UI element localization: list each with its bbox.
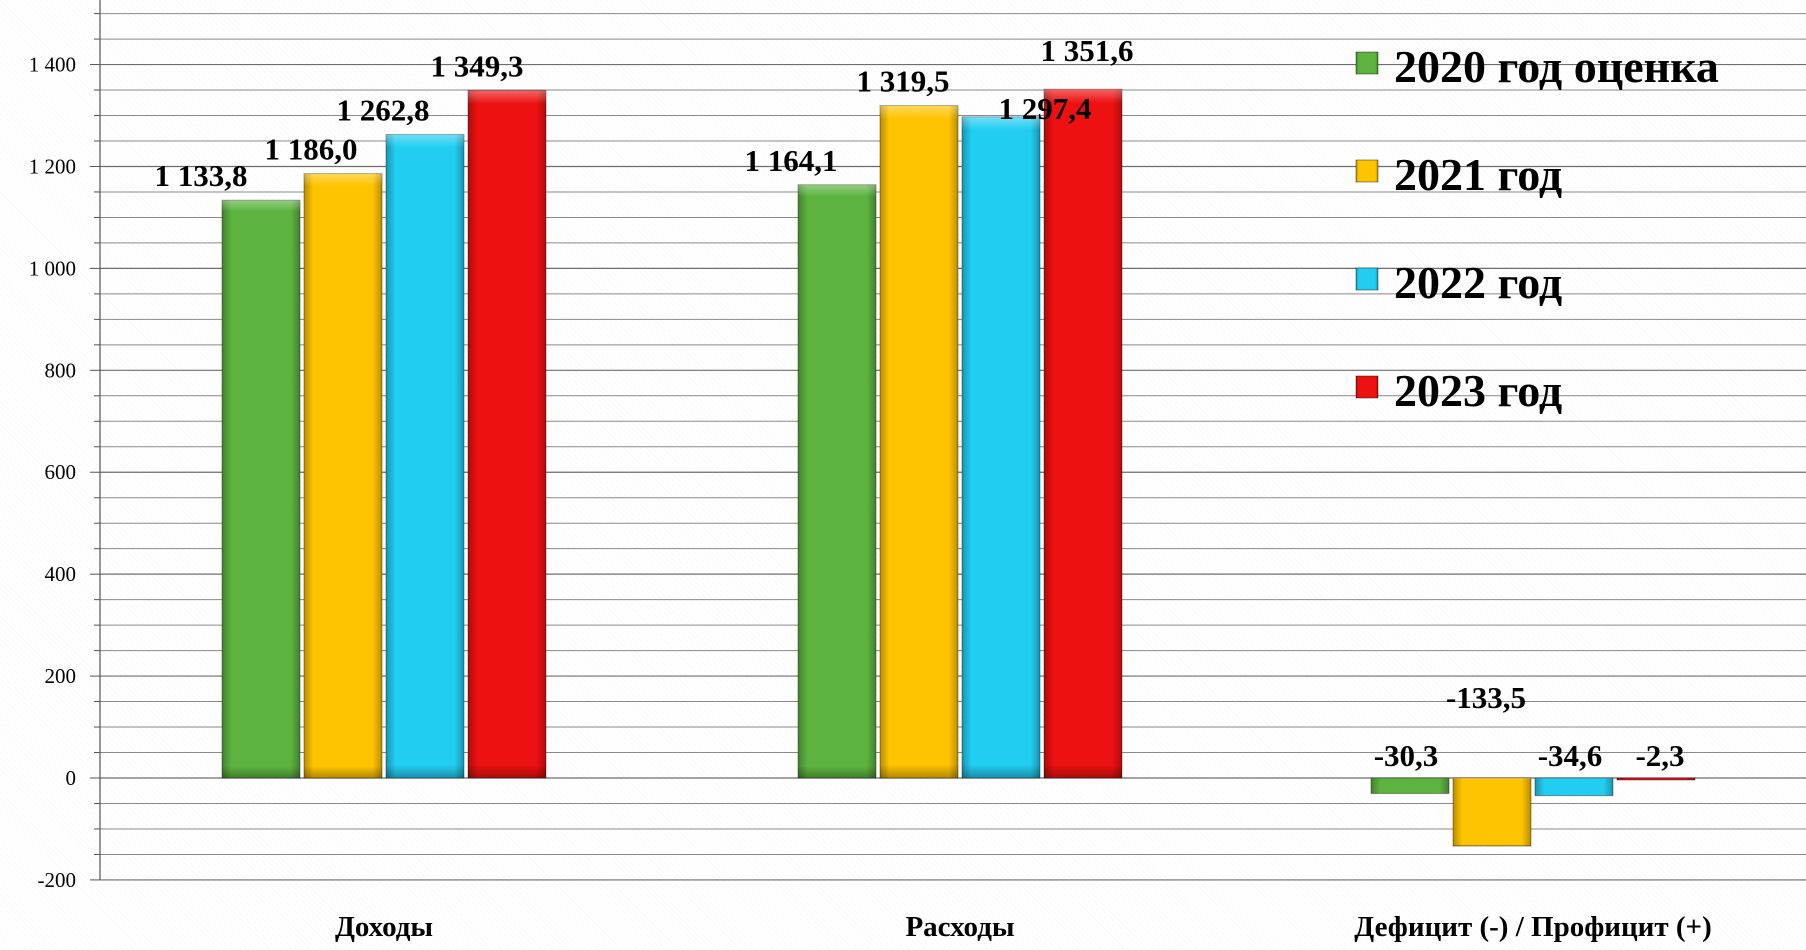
bar-bevel (1535, 778, 1613, 796)
data-label: 1 164,1 (745, 143, 838, 178)
y-tick-label: 400 (45, 562, 77, 586)
category-labels: Доходы Расходы Дефицит (-) / Профицит (+) (335, 911, 1712, 943)
bars (221, 88, 1696, 847)
bar (1534, 777, 1614, 797)
bar (385, 133, 465, 779)
bar (961, 116, 1041, 779)
category-label: Доходы (335, 911, 433, 943)
legend-item: 2022 год (1355, 257, 1562, 308)
y-tick-label: 600 (45, 460, 77, 484)
bar-bevel (798, 184, 876, 778)
bar-bevel (1617, 778, 1695, 780)
bar-bevel (304, 173, 382, 779)
data-label: 1 133,8 (155, 158, 248, 193)
bar-bevel (468, 90, 546, 778)
bar-bevel (1453, 778, 1531, 847)
data-label: 1 319,5 (857, 64, 950, 99)
bar (303, 173, 383, 779)
bar (467, 89, 547, 779)
data-label: 1 262,8 (337, 92, 430, 127)
y-tick-label: 1 400 (29, 53, 76, 77)
y-tick-label: 0 (66, 766, 77, 790)
data-label: 1 186,0 (265, 132, 358, 167)
y-tick-label: -200 (38, 868, 77, 892)
legend-swatch-shade (1356, 268, 1378, 290)
legend-label: 2022 год (1394, 257, 1562, 308)
category-label: Дефицит (-) / Профицит (+) (1354, 911, 1711, 943)
bar-bevel (222, 200, 300, 778)
bar-bevel (880, 105, 958, 778)
data-label: -34,6 (1538, 738, 1603, 773)
bar-bevel (1044, 89, 1122, 779)
legend-label: 2021 год (1394, 149, 1562, 200)
data-label: -2,3 (1635, 738, 1684, 773)
legend-swatch-shade (1356, 376, 1378, 398)
y-tick-label: 1 200 (29, 154, 76, 178)
bar-bevel (962, 116, 1040, 778)
legend-item: 2023 год (1355, 365, 1562, 416)
category-label: Расходы (905, 911, 1014, 943)
data-label: -133,5 (1446, 680, 1526, 715)
legend-label: 2020 год оценка (1394, 41, 1719, 92)
bar (1370, 777, 1450, 794)
data-label: 1 351,6 (1041, 33, 1134, 68)
data-label: -30,3 (1374, 738, 1439, 773)
legend-swatch-shade (1356, 52, 1378, 74)
bar-bevel (1371, 778, 1449, 794)
bar (797, 184, 877, 779)
bar (1043, 88, 1123, 779)
bar (1616, 777, 1696, 781)
y-tick-label: 1 000 (29, 256, 76, 280)
bar (1452, 777, 1532, 847)
legend-item: 2021 год (1355, 149, 1562, 200)
bar (221, 199, 301, 779)
y-tick-label: 800 (45, 358, 77, 382)
legend-swatch-shade (1356, 160, 1378, 182)
legend-item: 2020 год оценка (1355, 41, 1719, 92)
y-axis: -200 0 200 400 600 800 1 000 1 200 1 400 (29, 0, 101, 892)
data-label: 1 297,4 (999, 91, 1092, 126)
legend-label: 2023 год (1394, 365, 1562, 416)
bar (879, 105, 959, 779)
data-label: 1 349,3 (431, 48, 524, 83)
data-labels: 1 133,8 1 186,0 1 262,81 349,3 1 164,1 1 319… (155, 33, 1685, 773)
y-tick-label: 200 (45, 664, 77, 688)
legend: 2020 год оценка 2021 год 2022 год 2023 год (1355, 41, 1719, 416)
bar-bevel (386, 134, 464, 779)
